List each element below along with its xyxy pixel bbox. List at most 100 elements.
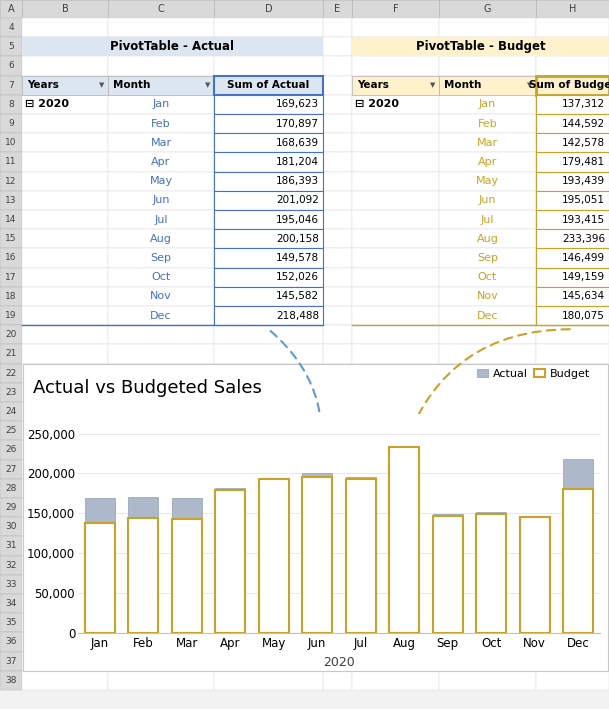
Bar (536, 632, 609, 652)
Text: 19: 19 (5, 311, 17, 320)
Bar (214, 229, 323, 248)
Bar (439, 0, 536, 18)
Bar (536, 287, 609, 306)
Bar (214, 517, 323, 537)
Bar (214, 440, 323, 459)
Text: 22: 22 (5, 369, 16, 378)
Bar (439, 440, 536, 459)
Text: Mar: Mar (150, 138, 172, 147)
Bar (352, 537, 439, 556)
Text: 186,393: 186,393 (276, 177, 319, 186)
Bar (536, 57, 609, 76)
Bar (214, 267, 323, 287)
Bar (439, 671, 536, 690)
Text: Jul: Jul (154, 215, 167, 225)
Bar (352, 402, 439, 421)
Bar (22, 172, 108, 191)
Bar (0, 421, 22, 440)
Bar (352, 498, 439, 517)
Bar (346, 479, 376, 633)
Text: 24: 24 (5, 407, 16, 416)
Text: 37: 37 (5, 657, 17, 666)
Bar (22, 114, 108, 133)
Text: 6: 6 (8, 62, 14, 70)
Bar (323, 440, 352, 459)
Bar (0, 325, 22, 345)
Bar (433, 516, 463, 633)
Text: Apr: Apr (478, 157, 497, 167)
Text: 27: 27 (5, 464, 16, 474)
Bar (22, 594, 108, 613)
Bar (536, 172, 609, 191)
Bar (536, 613, 609, 632)
Text: Sep: Sep (150, 253, 172, 263)
Bar (323, 671, 352, 690)
Text: 12: 12 (5, 177, 16, 186)
Text: 23: 23 (5, 388, 16, 397)
Bar (214, 114, 323, 133)
Text: A: A (8, 4, 15, 14)
Bar (214, 0, 323, 18)
Bar (323, 95, 352, 114)
Bar (22, 37, 323, 57)
Bar (536, 229, 609, 248)
Bar (536, 479, 609, 498)
Bar (108, 671, 214, 690)
Text: Nov: Nov (150, 291, 172, 301)
Bar (0, 498, 22, 517)
Text: Oct: Oct (152, 272, 171, 282)
Bar (536, 210, 609, 229)
Text: Mar: Mar (477, 138, 498, 147)
Text: Years: Years (27, 80, 59, 90)
Bar (22, 57, 108, 76)
Bar (536, 114, 609, 133)
Text: 28: 28 (5, 484, 16, 493)
Bar (536, 210, 609, 229)
Bar (439, 306, 536, 325)
Bar (214, 402, 323, 421)
Bar (22, 364, 108, 383)
Bar (439, 479, 536, 498)
Bar (108, 229, 214, 248)
Bar (108, 556, 214, 575)
Bar (352, 652, 439, 671)
Bar (172, 498, 202, 633)
Bar (563, 459, 593, 633)
Bar (22, 248, 108, 267)
Bar (439, 172, 536, 191)
Bar (352, 479, 439, 498)
Text: B: B (62, 4, 68, 14)
Bar (0, 191, 22, 210)
Text: ▼: ▼ (205, 82, 211, 88)
Text: 179,481: 179,481 (562, 157, 605, 167)
Bar (352, 364, 439, 383)
Bar (0, 594, 22, 613)
Bar (214, 114, 323, 133)
Bar (536, 440, 609, 459)
Text: 149,159: 149,159 (562, 272, 605, 282)
Text: 20: 20 (5, 330, 16, 340)
Text: 4: 4 (8, 23, 14, 32)
Bar (22, 152, 108, 172)
Bar (0, 345, 22, 364)
Bar (439, 210, 536, 229)
Bar (0, 152, 22, 172)
Bar (439, 133, 536, 152)
Bar (214, 364, 323, 383)
Bar (214, 652, 323, 671)
Bar (352, 133, 439, 152)
Bar (439, 632, 536, 652)
Bar (323, 613, 352, 632)
Bar (323, 18, 352, 37)
Bar (214, 613, 323, 632)
Text: Aug: Aug (477, 234, 498, 244)
Text: Dec: Dec (150, 311, 172, 320)
Text: 11: 11 (5, 157, 17, 167)
Bar (214, 152, 323, 172)
Bar (323, 402, 352, 421)
Bar (0, 133, 22, 152)
Bar (0, 575, 22, 594)
Bar (214, 345, 323, 364)
Text: Feb: Feb (151, 118, 171, 128)
Bar (439, 402, 536, 421)
